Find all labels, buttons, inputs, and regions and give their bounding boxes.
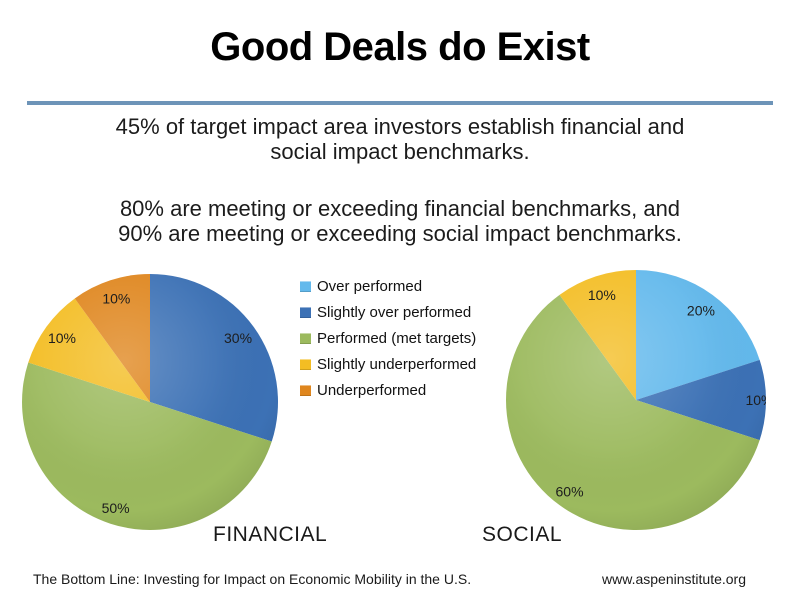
statement-benchmarks: 45% of target impact area investors esta… <box>30 114 770 164</box>
legend-item-label: Over performed <box>317 278 423 295</box>
footer-source-text: The Bottom Line: Investing for Impact on… <box>33 571 472 587</box>
pie-data-label: 50% <box>102 500 130 516</box>
financial-chart-label: FINANCIAL <box>213 523 328 546</box>
pie-data-label: 30% <box>224 330 252 346</box>
legend: Over performed Slightly over performed Per… <box>300 277 476 400</box>
legend-swatch <box>300 333 311 344</box>
footer-website-text: www.aspeninstitute.org <box>602 571 746 587</box>
legend-item-label: Performed (met targets) <box>317 330 477 347</box>
pie-data-label: 10% <box>48 330 76 346</box>
pie-data-label: 60% <box>556 483 584 499</box>
pie-svg: 20% 10% 60% 10% <box>506 270 774 530</box>
legend-swatch <box>300 307 311 318</box>
legend-swatch <box>300 281 311 292</box>
pie-data-label: 10% <box>745 392 766 408</box>
statement-line: 45% of target impact area investors esta… <box>115 114 685 139</box>
title-divider-line <box>27 101 773 105</box>
statement-line: social impact benchmarks. <box>270 139 530 164</box>
statement-line: 80% are meeting or exceeding financial b… <box>119 196 681 221</box>
pie-data-label: 10% <box>588 287 616 303</box>
pie-data-label: 20% <box>687 303 715 319</box>
legend-item: Over performed <box>300 277 476 296</box>
statement-performance: 80% are meeting or exceeding financial b… <box>30 196 770 246</box>
pie-sheen-overlay <box>22 274 278 530</box>
legend-swatch <box>300 385 311 396</box>
legend-swatch <box>300 359 311 370</box>
statement-line: 90% are meeting or exceeding social impa… <box>118 221 682 246</box>
pie-sheen-overlay <box>506 270 766 530</box>
pie-svg: 30% 50% 10% 10% <box>22 274 278 530</box>
pie-data-label: 10% <box>102 291 130 307</box>
legend-item-label: Slightly over performed <box>317 304 472 321</box>
legend-item-label: Underperformed <box>317 382 427 399</box>
legend-item-label: Slightly underperformed <box>317 356 477 373</box>
social-pie-chart: 20% 10% 60% 10% <box>506 270 774 535</box>
slide-title: Good Deals do Exist <box>210 25 590 69</box>
legend-item: Slightly underperformed <box>300 355 476 374</box>
social-chart-label: SOCIAL <box>482 523 563 546</box>
legend-item: Performed (met targets) <box>300 329 476 348</box>
financial-pie-chart: 30% 50% 10% 10% <box>22 274 278 535</box>
legend-item: Underperformed <box>300 381 476 400</box>
legend-item: Slightly over performed <box>300 303 476 322</box>
